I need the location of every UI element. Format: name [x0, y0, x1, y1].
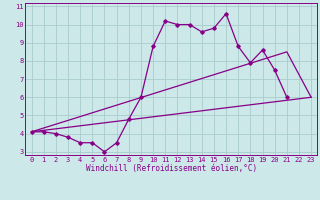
X-axis label: Windchill (Refroidissement éolien,°C): Windchill (Refroidissement éolien,°C) — [86, 164, 257, 173]
